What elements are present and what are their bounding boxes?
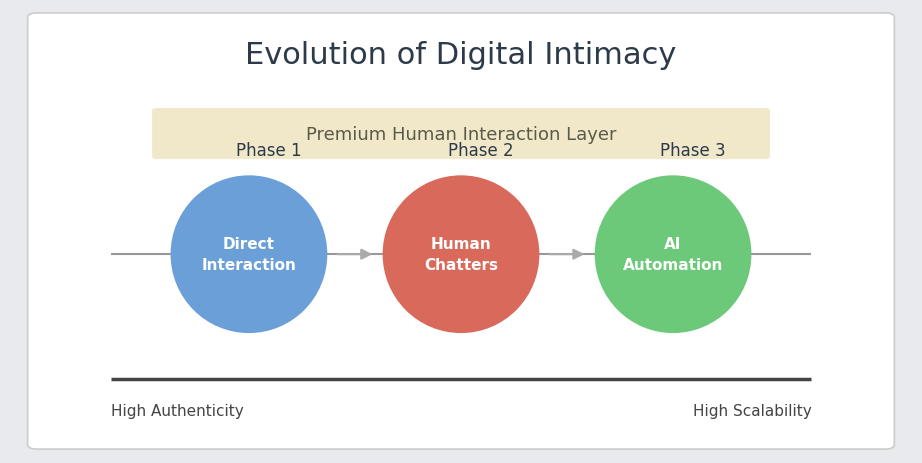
Text: High Scalability: High Scalability: [692, 403, 811, 418]
Text: Phase 2: Phase 2: [448, 142, 514, 160]
Text: AI
Automation: AI Automation: [623, 237, 723, 273]
Text: Evolution of Digital Intimacy: Evolution of Digital Intimacy: [245, 41, 677, 70]
FancyBboxPatch shape: [28, 14, 894, 449]
FancyBboxPatch shape: [152, 109, 770, 160]
Ellipse shape: [595, 176, 751, 333]
Text: Phase 3: Phase 3: [660, 142, 726, 160]
Text: High Authenticity: High Authenticity: [111, 403, 243, 418]
Text: Phase 1: Phase 1: [236, 142, 301, 160]
Text: Premium Human Interaction Layer: Premium Human Interaction Layer: [306, 125, 616, 143]
Ellipse shape: [171, 176, 327, 333]
Text: Human
Chatters: Human Chatters: [424, 237, 498, 273]
Text: Direct
Interaction: Direct Interaction: [202, 237, 296, 273]
Ellipse shape: [383, 176, 539, 333]
